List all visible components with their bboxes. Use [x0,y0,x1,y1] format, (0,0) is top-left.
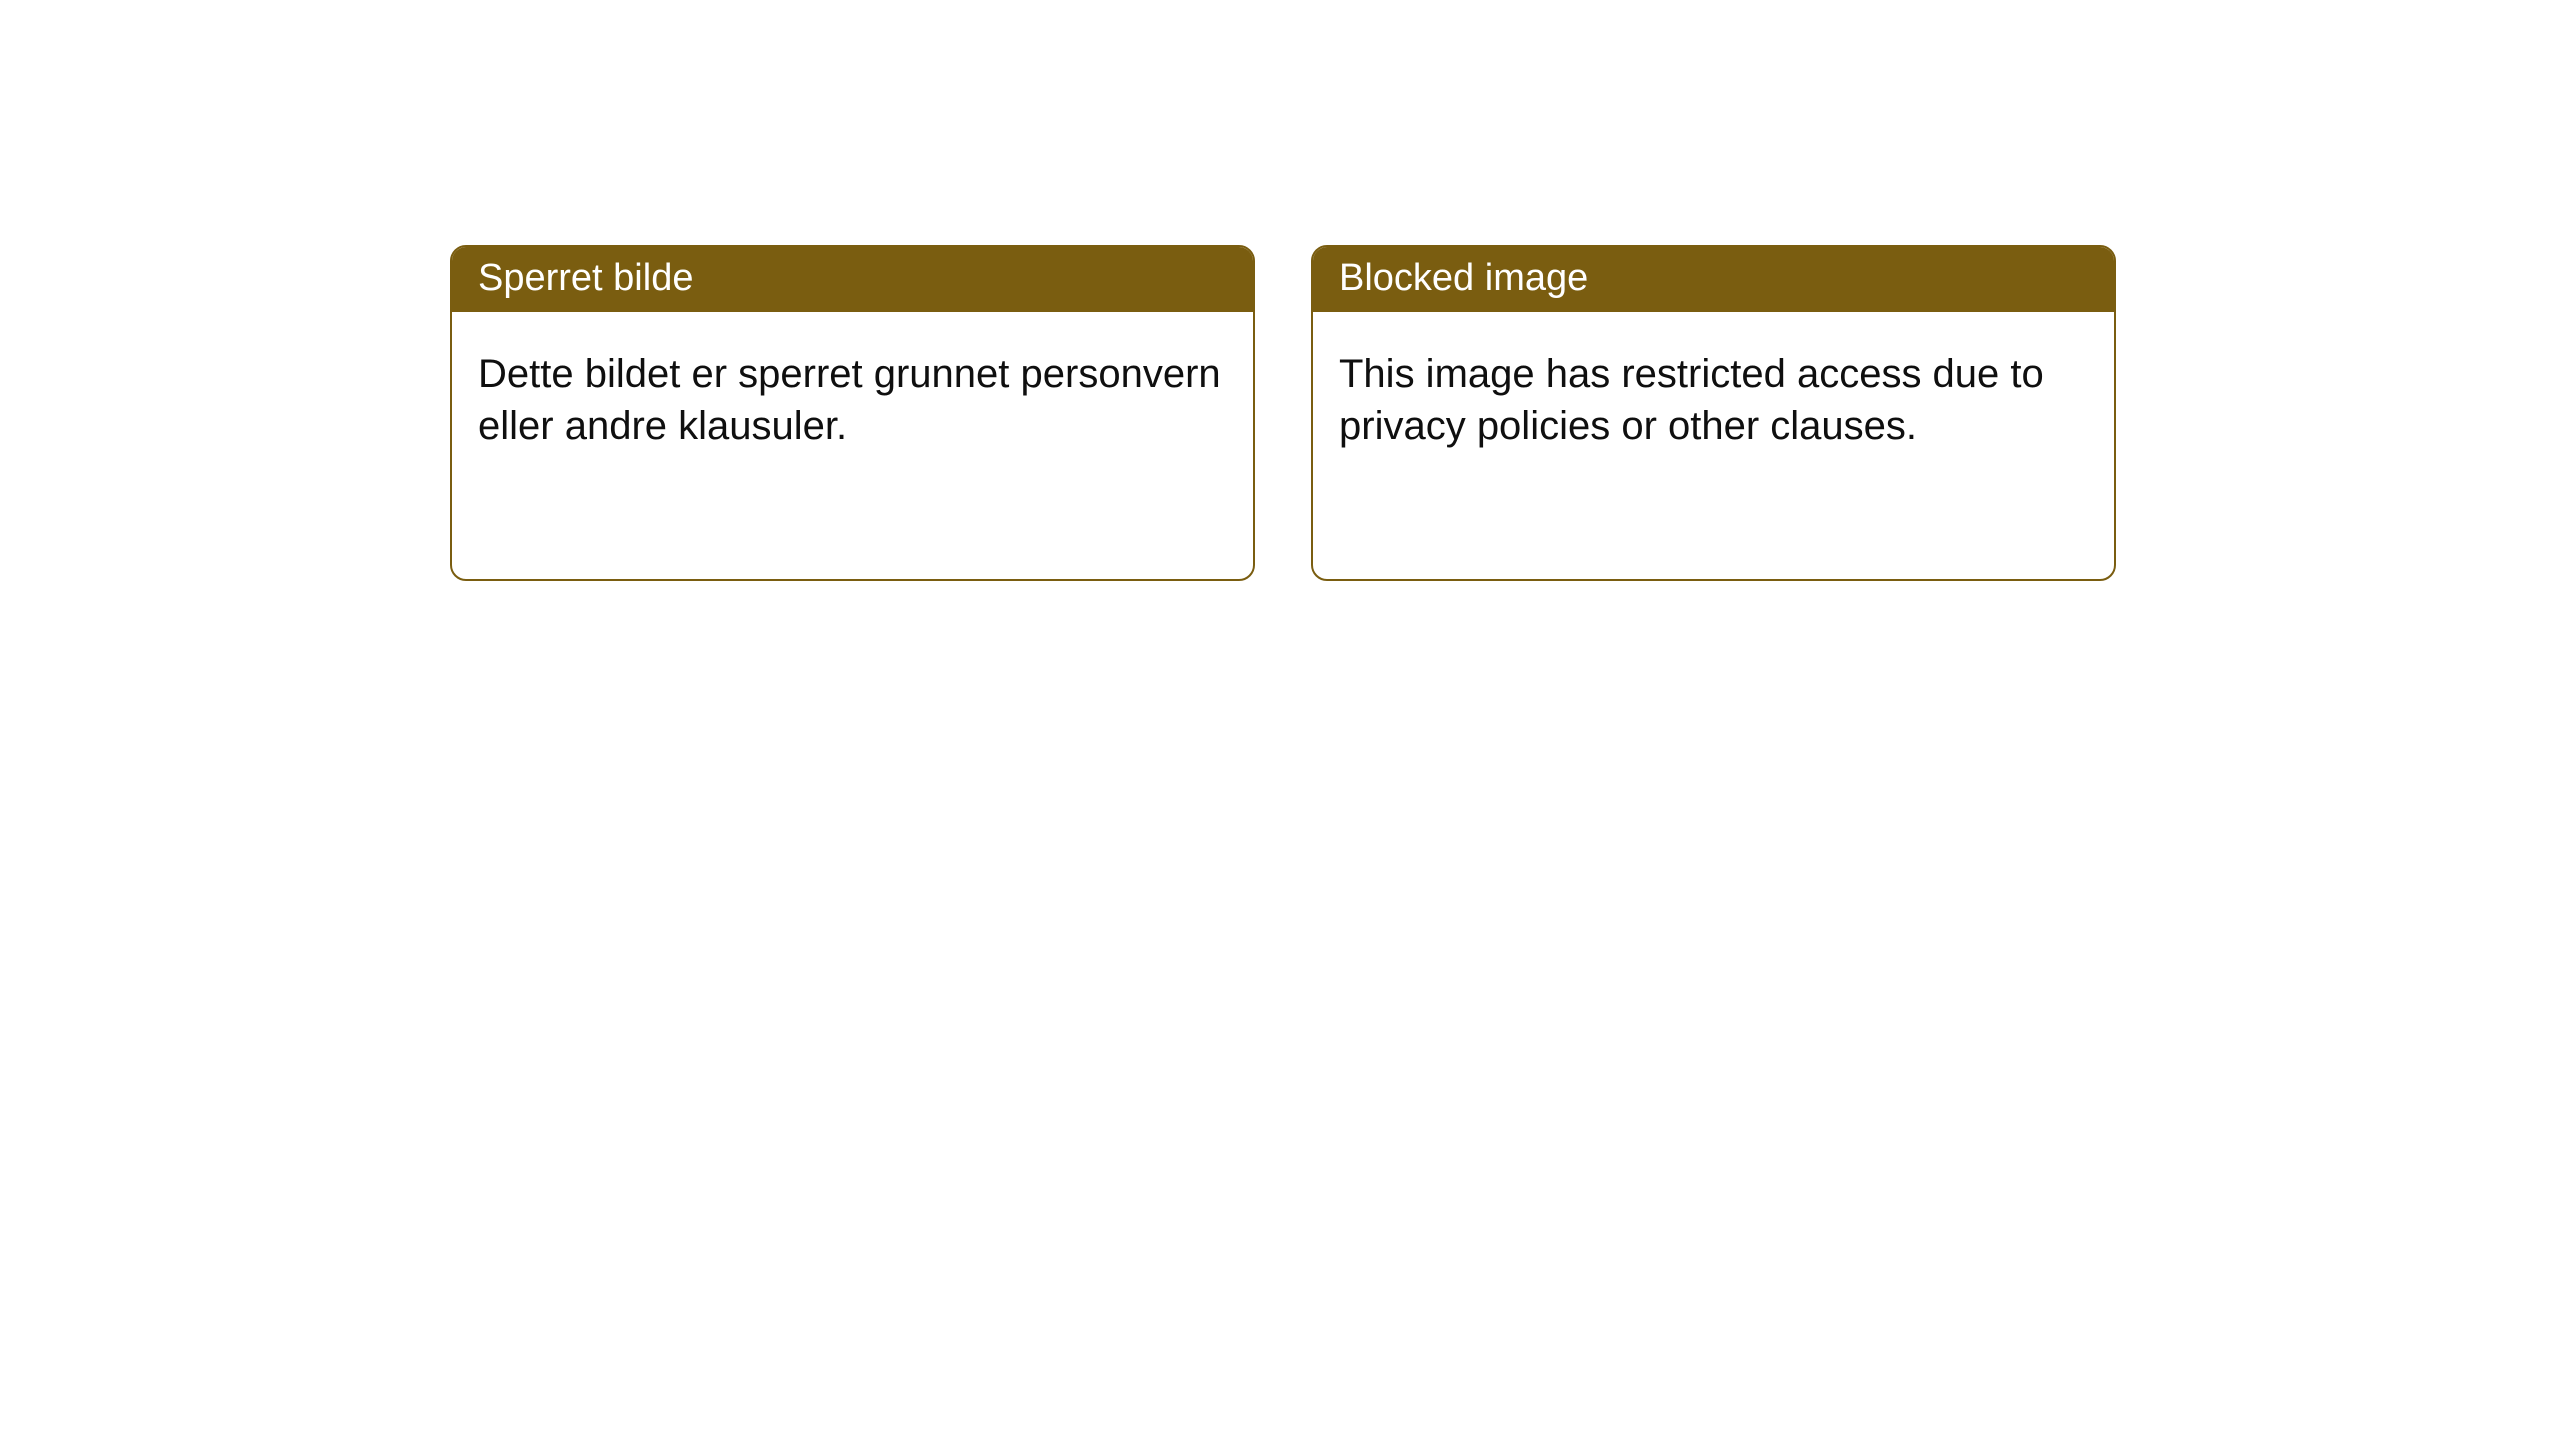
notice-header: Blocked image [1313,247,2114,312]
notice-body: Dette bildet er sperret grunnet personve… [452,312,1253,478]
notice-title: Blocked image [1339,257,1588,299]
notice-header: Sperret bilde [452,247,1253,312]
notice-title: Sperret bilde [478,257,693,299]
notice-card-norwegian: Sperret bilde Dette bildet er sperret gr… [450,245,1255,581]
notice-container: Sperret bilde Dette bildet er sperret gr… [0,0,2560,581]
notice-message: Dette bildet er sperret grunnet personve… [478,352,1221,448]
notice-body: This image has restricted access due to … [1313,312,2114,478]
notice-card-english: Blocked image This image has restricted … [1311,245,2116,581]
notice-message: This image has restricted access due to … [1339,352,2044,448]
